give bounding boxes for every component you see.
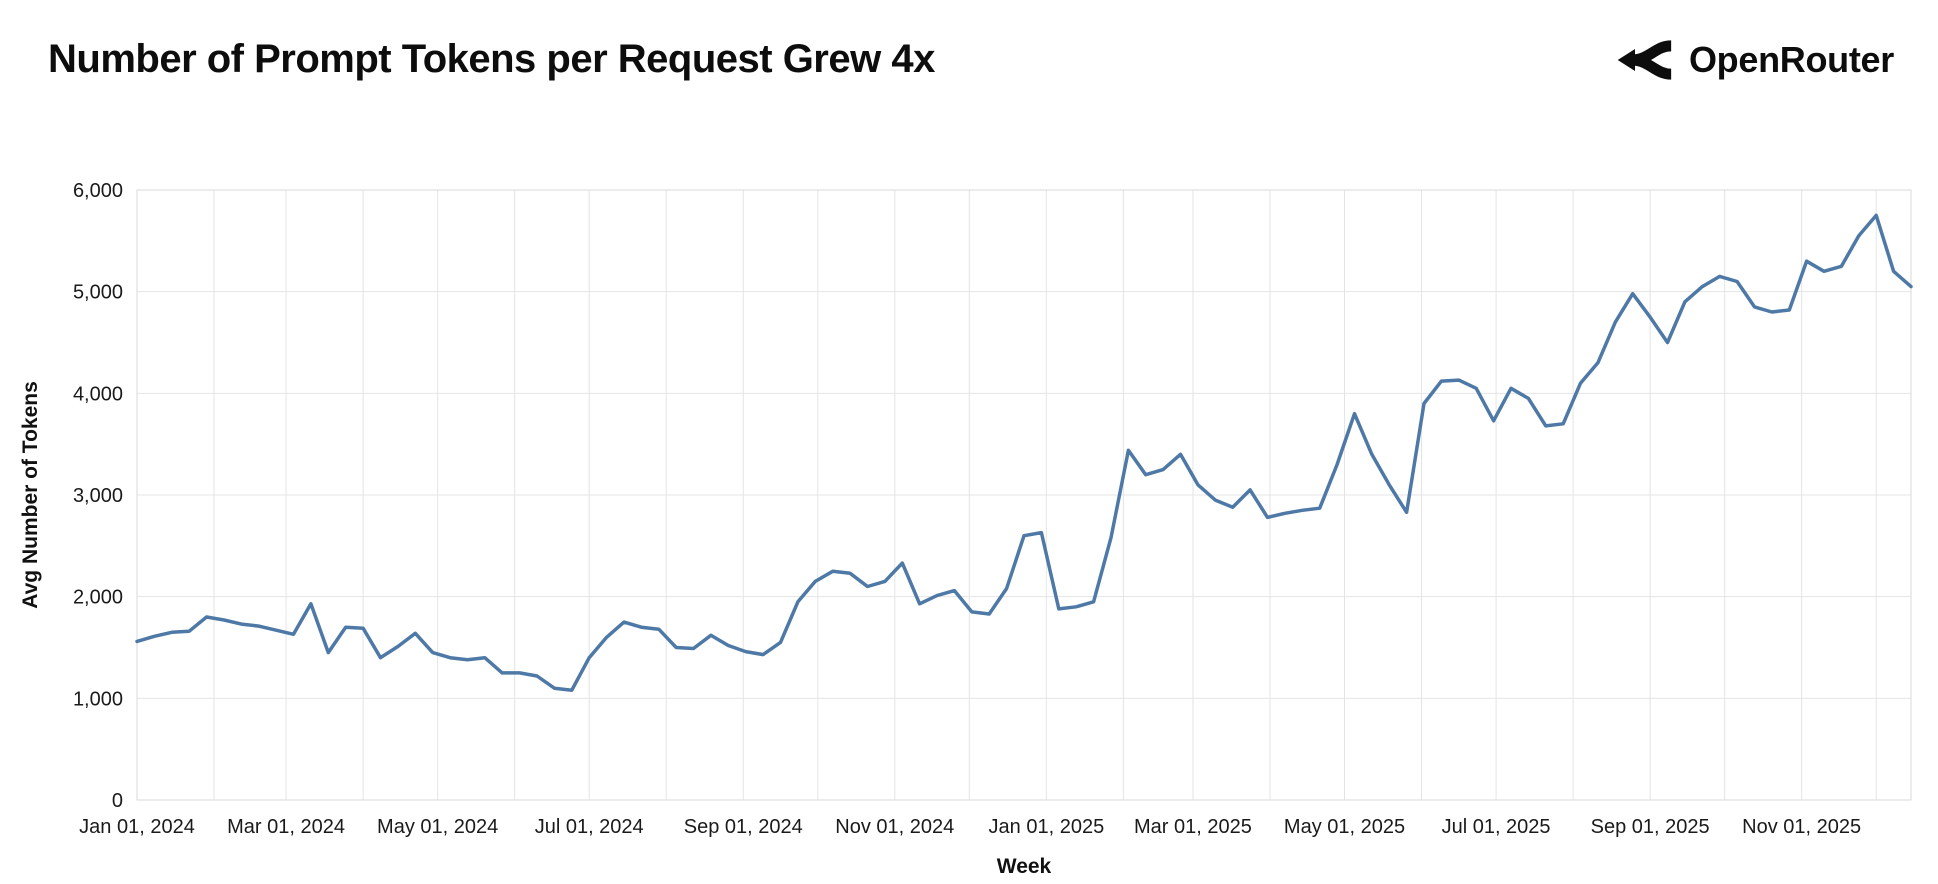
x-tick-label: May 01, 2025	[1284, 816, 1405, 838]
x-tick-label: Nov 01, 2024	[835, 816, 954, 838]
x-tick-label: Sep 01, 2025	[1591, 816, 1710, 838]
gridlines	[136, 189, 1911, 801]
y-tick-label: 4,000	[73, 383, 123, 405]
x-tick-label: May 01, 2024	[377, 816, 498, 838]
x-tick-label: Jul 01, 2025	[1442, 816, 1551, 838]
x-tick-label: Mar 01, 2025	[1134, 816, 1252, 838]
plot-frame	[136, 189, 1912, 801]
x-tick-label: Mar 01, 2024	[227, 816, 345, 838]
x-tick-label: Sep 01, 2024	[684, 816, 803, 838]
x-axis-label: Week	[996, 855, 1052, 878]
brand: OpenRouter	[1617, 38, 1894, 82]
brand-name: OpenRouter	[1688, 39, 1894, 80]
page-title: Number of Prompt Tokens per Request Grew…	[48, 37, 935, 81]
y-axis-label: Avg Number of Tokens	[19, 381, 42, 609]
y-tick-label: 2,000	[73, 587, 123, 609]
y-tick-label: 1,000	[73, 688, 123, 710]
series-line	[135, 213, 1913, 692]
y-tick-label: 6,000	[73, 180, 123, 202]
openrouter-logo-icon	[1617, 40, 1672, 80]
y-tick-label: 3,000	[73, 485, 123, 507]
y-tick-label: 0	[112, 790, 123, 812]
header: Number of Prompt Tokens per Request Grew…	[48, 36, 1894, 82]
x-tick-label: Nov 01, 2025	[1742, 816, 1861, 838]
y-tick-label: 5,000	[73, 282, 123, 304]
x-tick-label: Jan 01, 2024	[79, 816, 195, 838]
x-tick-label: Jan 01, 2025	[989, 816, 1105, 838]
x-tick-label: Jul 01, 2024	[535, 816, 644, 838]
